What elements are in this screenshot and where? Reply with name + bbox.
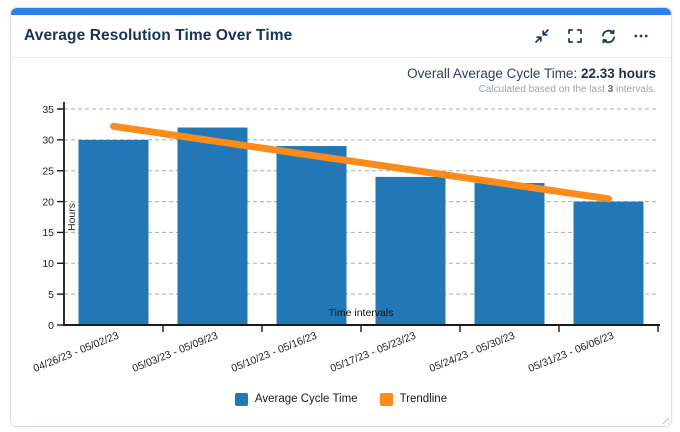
widget-toolbar [530, 24, 653, 48]
y-axis-title: Hours [66, 203, 78, 231]
x-tick-label: 04/26/23 - 05/02/23 [32, 330, 121, 375]
note-suffix: intervals. [613, 84, 656, 95]
more-options-button[interactable] [629, 24, 653, 48]
x-tick-label: 05/10/23 - 05/16/23 [230, 330, 319, 375]
x-tick-label: 05/03/23 - 05/09/23 [131, 330, 220, 375]
trendline [110, 122, 612, 203]
widget-header: Average Resolution Time Over Time [11, 15, 671, 58]
summary-label: Overall Average Cycle Time: [407, 66, 581, 81]
legend-item-average-cycle-time[interactable]: Average Cycle Time [234, 392, 358, 406]
overall-cycle-time: Overall Average Cycle Time: 22.33 hours [407, 66, 656, 81]
widget-card: 0 5 10 15 20 25 30 35 04/26/23 - 05/02/23 05/03/2… [10, 7, 672, 427]
legend-swatch-trendline [379, 392, 393, 406]
y-tick-label: 15 [42, 227, 54, 239]
note-prefix: Calculated based on the last [478, 84, 608, 95]
collapse-icon [535, 29, 549, 43]
fullscreen-button[interactable] [563, 24, 587, 48]
bar-5[interactable] [573, 201, 644, 325]
note-count: 3 [607, 84, 614, 95]
summary-value: 22.33 hours [580, 66, 656, 81]
y-tick-label: 35 [42, 104, 54, 116]
x-tick-label: 05/24/23 - 05/30/23 [428, 330, 517, 375]
bar-4[interactable] [474, 183, 545, 325]
y-tick-label: 30 [42, 135, 54, 147]
summary-note: Calculated based on the last 3 intervals… [407, 84, 656, 95]
fullscreen-icon [568, 29, 582, 43]
bar-2[interactable] [276, 146, 347, 325]
bar-3[interactable] [375, 176, 446, 325]
x-axis-title: Time intervals [329, 307, 394, 319]
x-tick-label: 05/31/23 - 06/06/23 [527, 330, 616, 375]
y-tick-label: 0 [48, 320, 54, 332]
legend-item-trendline[interactable]: Trendline [379, 392, 448, 406]
y-tick-label: 10 [42, 258, 54, 270]
summary-block: Overall Average Cycle Time: 22.33 hours … [407, 66, 656, 95]
bar-0[interactable] [78, 139, 149, 325]
legend-swatch-bar [234, 392, 248, 406]
chart-legend: Average Cycle Time Trendline [11, 389, 671, 409]
card-accent-bar [11, 8, 671, 15]
refresh-button[interactable] [596, 24, 620, 48]
bar-1[interactable] [177, 127, 248, 325]
resize-handle[interactable] [660, 415, 669, 424]
y-tick-label: 25 [42, 166, 54, 178]
widget-title: Average Resolution Time Over Time [24, 27, 293, 44]
y-tick-label: 5 [48, 289, 54, 301]
y-tick-label: 20 [42, 196, 54, 208]
x-tick-label: 05/17/23 - 05/23/23 [329, 330, 418, 375]
refresh-icon [601, 29, 615, 43]
more-options-icon [634, 34, 648, 38]
legend-label-trendline: Trendline [399, 393, 448, 405]
legend-label-average-cycle-time: Average Cycle Time [254, 393, 358, 405]
collapse-button[interactable] [530, 24, 554, 48]
